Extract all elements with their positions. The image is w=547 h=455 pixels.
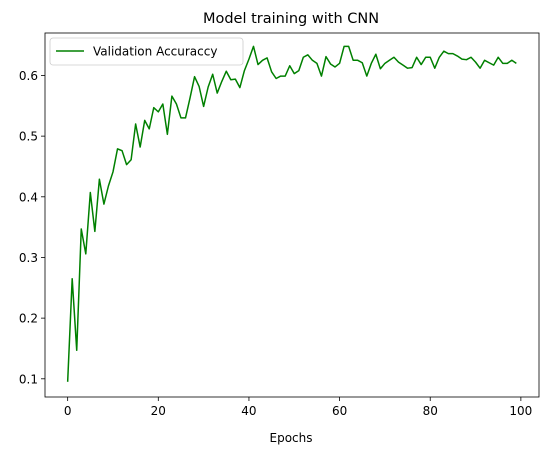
legend: Validation Accuraccy: [49, 37, 244, 66]
legend-box: [49, 37, 244, 66]
plot-frame: [44, 32, 540, 398]
y-tick-label: 0.2: [19, 312, 38, 326]
y-axis: 0.1 0.2 0.3 0.4 0.5 0.6: [19, 69, 45, 386]
x-tick-label: 40: [241, 404, 256, 418]
series-line: [66, 45, 517, 382]
plot-area: [66, 45, 517, 382]
y-tick-label: 0.5: [19, 130, 38, 144]
x-tick-label: 100: [509, 404, 532, 418]
x-tick-label: 60: [332, 404, 347, 418]
x-tick-label: 80: [423, 404, 438, 418]
y-tick-label: 0.3: [19, 251, 38, 265]
y-tick-label: 0.6: [19, 69, 38, 83]
y-tick-label: 0.1: [19, 372, 38, 386]
legend-label: Validation Accuraccy: [93, 45, 217, 59]
x-axis: 0 20 40 60 80 100: [64, 397, 532, 418]
x-tick-label: 0: [64, 404, 72, 418]
x-tick-label: 20: [151, 404, 166, 418]
x-axis-label: Epochs: [270, 431, 313, 445]
chart-title: Model training with CNN: [203, 11, 379, 27]
y-tick-label: 0.4: [19, 190, 38, 204]
